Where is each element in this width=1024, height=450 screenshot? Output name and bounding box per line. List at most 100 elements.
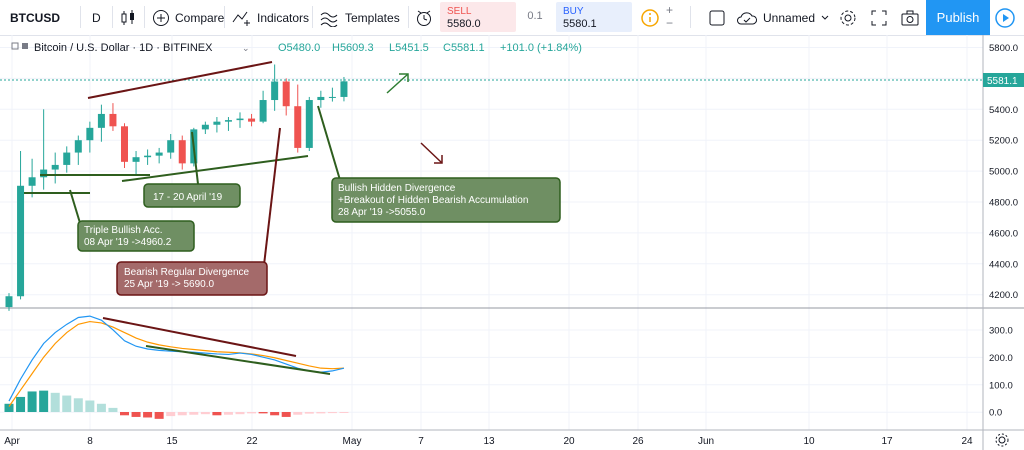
camera-icon[interactable] [900,0,920,35]
gear-icon[interactable] [838,0,858,35]
histogram-bar [223,412,233,415]
callout-line: 08 Apr '19 ->4960.2 [84,237,172,248]
candle-body [340,81,348,97]
current-price-label: 5581.1 [987,76,1018,87]
candle-body [328,96,336,98]
sell-button[interactable]: SELL 5580.0 [440,2,516,32]
macd-bullish-trendline[interactable] [145,345,331,375]
play-icon[interactable] [994,0,1016,35]
interval-label: D [92,10,101,25]
histogram-bar [85,400,95,412]
layout-icon[interactable] [708,0,726,35]
axis-settings-gear-icon[interactable] [995,433,1009,447]
chevron-down-icon[interactable]: ⌄ [242,43,250,53]
support-trendline[interactable] [121,155,309,182]
candle-body [317,96,325,101]
interval-button[interactable]: D [92,0,101,35]
toolbar-divider [312,6,313,28]
histogram-bar [281,412,291,417]
candle-body [132,157,140,162]
histogram-bar [189,412,199,415]
histogram-bar [293,412,303,415]
fullscreen-icon[interactable] [870,0,888,35]
callout-bearish-divergence[interactable]: Bearish Regular Divergence 25 Apr '19 ->… [116,127,281,296]
time-tick-label: Jun [698,436,714,447]
legend-high: H5609.3 [332,42,374,54]
resistance-trendline[interactable] [87,61,273,99]
legend-dots-icon[interactable] [11,42,19,50]
toolbar-divider [80,6,81,28]
candle-body [271,81,279,101]
histogram-bar [247,412,257,414]
arrow-up-right-icon[interactable] [386,73,409,94]
candle-body [259,100,267,122]
quantity-stepper[interactable]: + − [666,4,673,30]
templates-icon [320,12,338,27]
histogram-bar [200,412,210,415]
callout-line: 28 Apr '19 ->5055.0 [338,207,426,218]
price-tick-label: 4400.0 [989,259,1018,270]
candle-body [17,185,25,297]
toolbar-divider [690,6,691,28]
toolbar-divider [144,6,145,28]
histogram-bar [258,412,268,414]
macd-bearish-trendline[interactable] [102,317,297,357]
compare-icon [153,9,169,26]
candle-body [155,152,163,156]
legend-icons[interactable] [11,42,28,50]
candle-body [63,152,71,165]
layout-name-label: Unnamed [763,10,816,25]
candle-icon[interactable] [118,0,138,35]
price-tick-label: 5800.0 [989,43,1018,54]
legend-square-icon[interactable] [22,43,28,49]
histogram-bar [154,412,164,419]
arrow-down-right-icon[interactable] [420,142,443,164]
price-tick-label: 4800.0 [989,198,1018,209]
histogram-bar [212,412,222,416]
time-axis[interactable]: Apr 8 15 22 May 7 13 20 26 Jun 10 17 24 [4,436,973,447]
histogram-bar [16,396,26,412]
chart-area[interactable]: Bitcoin / U.S. Dollar · 1D · BITFINEX ⌄ … [0,35,1024,450]
candle-body [86,127,94,141]
info-icon[interactable] [640,0,660,35]
callout-april[interactable]: 17 - 20 April '19 [143,131,241,208]
indicators-icon [232,11,250,26]
symbol-search[interactable]: BTCUSD [10,0,60,35]
minus-icon[interactable]: − [666,16,674,30]
histogram-bar [96,403,106,412]
callout-triple-bullish[interactable]: Triple Bullish Acc. 08 Apr '19 ->4960.2 [69,189,195,252]
oscillator-axis[interactable]: 300.0 200.0 100.0 0.0 [989,326,1013,419]
buy-label: BUY [563,6,584,17]
osc-tick-label: 0.0 [989,408,1002,419]
plus-icon[interactable]: + [666,3,674,17]
buy-button[interactable]: BUY 5580.1 [556,2,632,32]
compare-button[interactable]: Compare [152,0,224,35]
templates-button[interactable]: Templates [320,0,400,35]
time-tick-label: 22 [246,436,258,447]
candle-body [121,126,128,162]
callout-line: Triple Bullish Acc. [84,225,163,236]
candle-body [5,296,13,308]
cloud-icon [737,11,757,24]
layout-name-button[interactable]: Unnamed [736,0,830,35]
time-tick-label: 15 [166,436,178,447]
publish-button[interactable]: Publish [926,0,990,35]
publish-label: Publish [936,10,980,25]
legend-title: Bitcoin / U.S. Dollar · 1D · BITFINEX [34,42,213,54]
callout-line: 17 - 20 April '19 [153,192,223,203]
candle-body [51,164,59,170]
indicators-button[interactable]: Indicators [232,0,309,35]
toolbar-divider [112,6,113,28]
candle-body [167,140,175,153]
indicators-label: Indicators [257,10,310,25]
candles [5,64,348,311]
callout-hidden-divergence[interactable]: Bullish Hidden Divergence +Breakout of H… [317,105,561,223]
osc-tick-label: 200.0 [989,353,1013,364]
candle-body [74,140,82,153]
candle-body [213,121,221,125]
price-tick-label: 4200.0 [989,290,1018,301]
sell-label: SELL [447,6,472,17]
time-tick-label: 13 [483,436,495,447]
alert-icon[interactable] [414,0,434,35]
toolbar-divider [224,6,225,28]
